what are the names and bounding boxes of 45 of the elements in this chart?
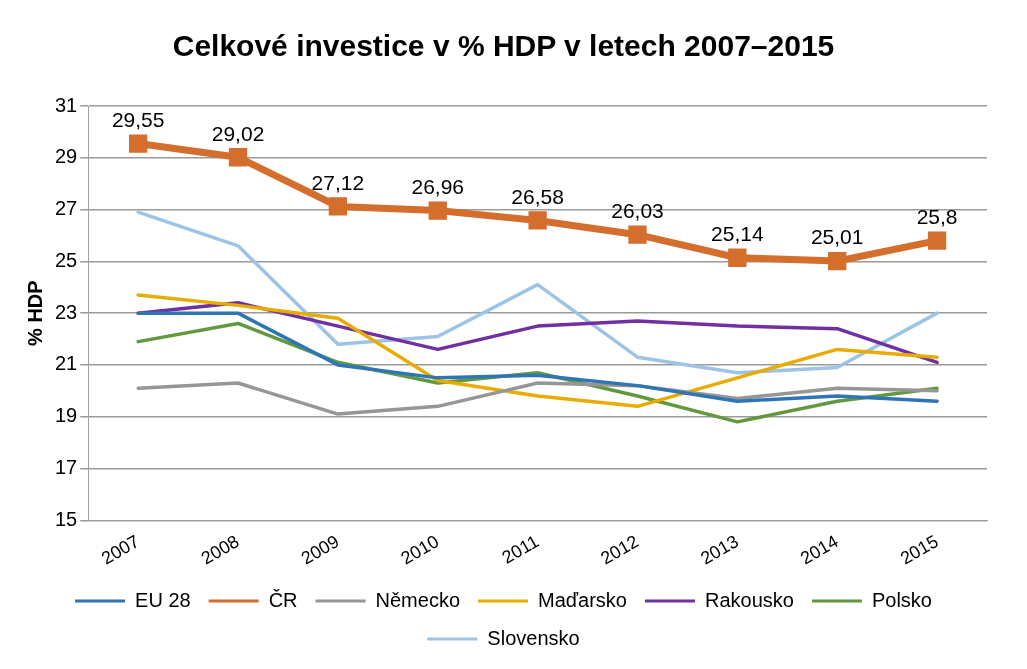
y-tick-label: 17: [55, 456, 78, 478]
data-label: 25,14: [711, 222, 764, 246]
x-tick-label: 2015: [896, 531, 942, 569]
x-tick-label: 2007: [98, 531, 143, 569]
x-tick-label: 2008: [197, 531, 243, 569]
legend-label: Německo: [375, 588, 461, 611]
y-tick-label: 19: [55, 404, 78, 427]
data-label: 25,01: [810, 225, 864, 249]
point: [927, 231, 947, 250]
y-tick-label: 31: [55, 93, 78, 116]
x-tick-label: 2009: [297, 531, 343, 569]
point: [428, 201, 447, 220]
point: [828, 251, 847, 271]
y-tick-label: 23: [55, 300, 78, 323]
y-axis-title: % HDP: [23, 280, 46, 346]
data-label: 25,8: [916, 204, 958, 228]
data-label: 29,55: [111, 107, 165, 131]
x-tick-label: 2012: [597, 531, 642, 569]
chart-title: Celkové investice v % HDP v letech 2007–2015: [172, 29, 835, 63]
point: [728, 248, 747, 267]
data-label: 26,03: [611, 198, 664, 222]
data-label: 26,58: [511, 184, 564, 208]
x-tick-label: 2014: [797, 531, 842, 569]
legend-label: Polsko: [871, 588, 932, 611]
x-tick-label: 2011: [498, 531, 543, 568]
data-label: 29,02: [211, 121, 265, 145]
y-tick-label: 15: [55, 507, 78, 530]
point: [628, 225, 647, 244]
point: [328, 197, 348, 216]
data-label: 27,12: [311, 170, 365, 194]
legend-label: EU 28: [135, 588, 191, 611]
legend-label: Rakousko: [704, 588, 794, 611]
y-tick-label: 29: [55, 145, 78, 168]
x-tick-label: 2010: [397, 531, 443, 569]
y-tick-label: 27: [55, 197, 78, 220]
legend-label: Slovensko: [487, 626, 580, 649]
data-label: 26,96: [411, 174, 465, 198]
legend-label: ČR: [268, 588, 298, 611]
point: [228, 148, 248, 167]
y-tick-label: 21: [55, 352, 78, 375]
legend-label: Maďarsko: [538, 588, 627, 611]
point: [129, 134, 148, 153]
x-tick-label: 2013: [697, 531, 742, 569]
point: [528, 211, 547, 230]
y-tick-label: 25: [55, 248, 78, 271]
